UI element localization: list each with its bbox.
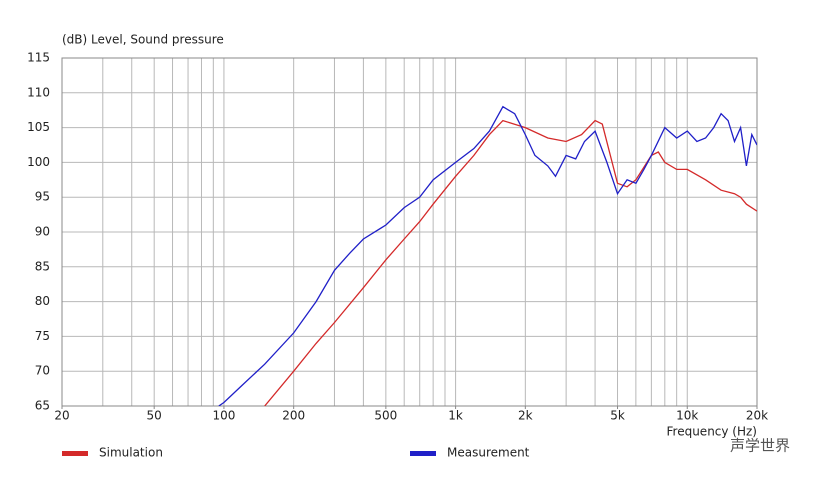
y-tick-label: 70 — [35, 364, 50, 378]
x-axis-label: Frequency (Hz) — [667, 425, 758, 439]
legend-swatch — [62, 451, 88, 456]
y-tick-label: 65 — [35, 399, 50, 413]
y-tick-label: 80 — [35, 294, 50, 308]
x-tick-label: 1k — [448, 409, 463, 423]
x-tick-label: 5k — [610, 409, 625, 423]
x-tick-label: 2k — [518, 409, 533, 423]
y-tick-label: 110 — [27, 85, 50, 99]
y-tick-label: 100 — [27, 155, 50, 169]
x-tick-label: 50 — [147, 409, 162, 423]
legend-swatch — [410, 451, 436, 456]
x-tick-label: 500 — [374, 409, 397, 423]
watermark: 声学世界 — [730, 437, 790, 455]
x-tick-label: 200 — [282, 409, 305, 423]
y-tick-label: 95 — [35, 190, 50, 204]
series-line — [264, 119, 757, 406]
y-tick-label: 85 — [35, 259, 50, 273]
x-tick-label: 100 — [212, 409, 235, 423]
y-tick-label: 90 — [35, 225, 50, 239]
y-axis-label: (dB) Level, Sound pressure — [62, 33, 224, 47]
plot-frame — [61, 57, 758, 407]
legend-label: Simulation — [99, 446, 163, 460]
y-tick-label: 115 — [27, 51, 50, 65]
y-tick-label: 75 — [35, 329, 50, 343]
x-tick-label: 20k — [746, 409, 768, 423]
legend-label: Measurement — [447, 446, 530, 460]
y-tick-label: 105 — [27, 120, 50, 134]
series-line — [218, 105, 757, 406]
x-tick-label: 10k — [676, 409, 698, 423]
x-tick-label: 20 — [54, 409, 69, 423]
